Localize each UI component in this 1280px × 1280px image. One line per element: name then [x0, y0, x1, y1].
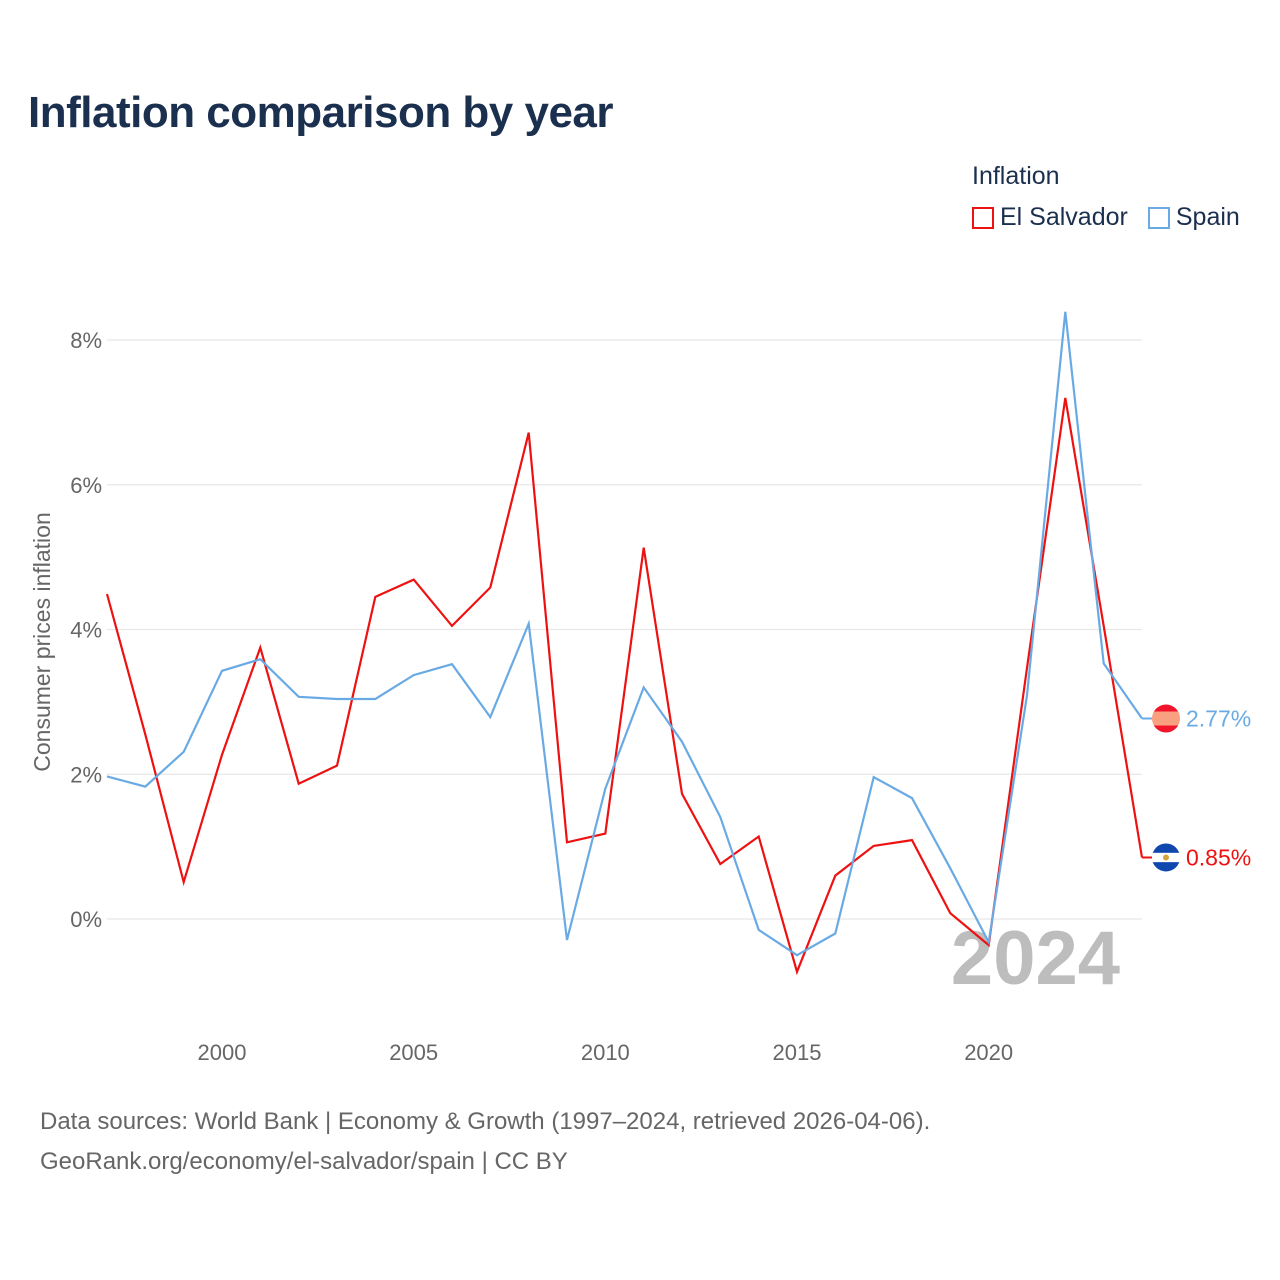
- footer-link[interactable]: GeoRank.org/economy/el-salvador/spain | …: [40, 1148, 568, 1175]
- end-value-label-spain: 2.77%: [1186, 706, 1251, 732]
- end-value-label-el-salvador: 0.85%: [1186, 844, 1251, 870]
- x-tick-label: 2005: [389, 1040, 438, 1065]
- y-axis-label: Consumer prices inflation: [29, 512, 55, 772]
- y-tick-label: 0%: [70, 907, 102, 932]
- footer-source: Data sources: World Bank | Economy & Gro…: [40, 1108, 931, 1135]
- legend-label-el-salvador: El Salvador: [1000, 203, 1128, 231]
- y-tick-label: 4%: [70, 618, 102, 643]
- x-tick-label: 2020: [964, 1040, 1013, 1065]
- legend-item-el-salvador[interactable]: El Salvador: [972, 203, 1128, 232]
- legend-swatch-el-salvador: [972, 206, 994, 229]
- y-tick-label: 6%: [70, 473, 102, 498]
- y-tick-label: 2%: [70, 762, 102, 787]
- x-tick-label: 2010: [581, 1040, 630, 1065]
- flag-icon-el-salvador: [1152, 843, 1180, 872]
- legend: El Salvador Spain: [972, 203, 1240, 232]
- legend-swatch-spain: [1147, 206, 1170, 229]
- year-watermark: 2024: [951, 916, 1120, 1001]
- legend-title: Inflation: [972, 162, 1060, 190]
- legend-label-spain: Spain: [1175, 203, 1240, 231]
- series-line-el-salvador[interactable]: [105, 397, 1144, 976]
- chart-title: Inflation comparison by year: [28, 88, 614, 137]
- x-tick-label: 2000: [198, 1040, 247, 1065]
- legend-item-spain[interactable]: Spain: [1147, 203, 1240, 232]
- series-line-spain[interactable]: [106, 311, 1143, 957]
- y-tick-label: 8%: [70, 328, 102, 353]
- x-tick-label: 2015: [773, 1040, 822, 1065]
- flag-icon-spain: [1152, 704, 1180, 733]
